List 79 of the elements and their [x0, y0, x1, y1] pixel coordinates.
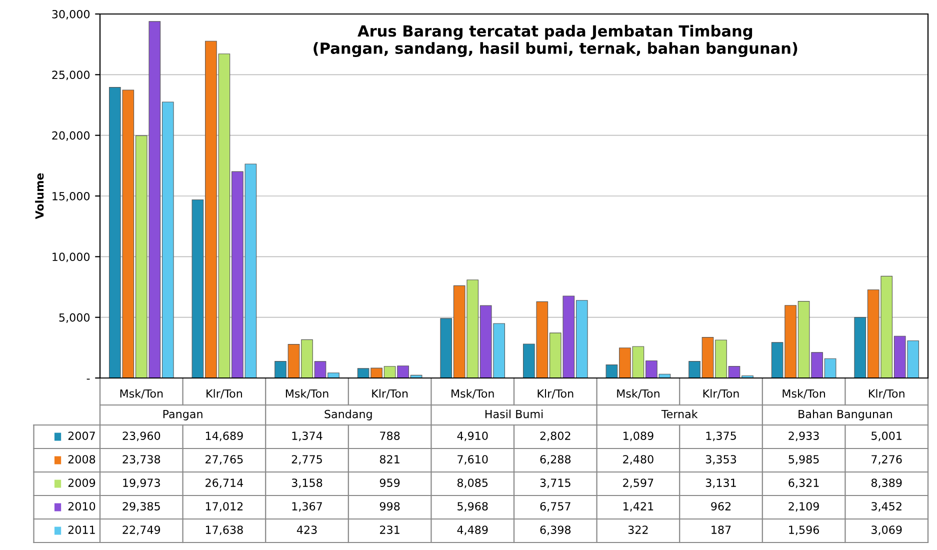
data-label: 4,489 [457, 526, 488, 536]
legend-label: 2010 [68, 502, 96, 510]
text: Hasil Bumi [485, 410, 543, 418]
y-tick-label: 15,000 [52, 192, 90, 202]
data-label: 231 [380, 526, 400, 534]
data-label: 22,749 [122, 526, 160, 536]
data-label: 3,158 [292, 478, 322, 488]
data-label: 1,421 [624, 502, 654, 512]
data-label: 5,001 [872, 432, 902, 442]
data-label: 27,765 [206, 455, 243, 465]
data-label: 962 [711, 502, 730, 510]
data-label: 17,012 [206, 502, 243, 512]
data-label: 1,596 [789, 526, 820, 536]
x-tick-label: Msk/Ton [452, 389, 494, 399]
data-label: 29,385 [122, 502, 160, 512]
data-label: 423 [296, 526, 317, 534]
text: Bahan Bangunan [798, 410, 892, 420]
text: Sandang [324, 410, 372, 420]
data-label: 19,973 [123, 478, 160, 488]
x-tick-label: Msk/Ton [617, 389, 660, 399]
data-label: 998 [380, 502, 400, 510]
data-label: 3,715 [540, 478, 570, 488]
legend-label: 2009 [68, 478, 96, 487]
data-label: 1,375 [706, 432, 736, 442]
x-tick-label: Klr/Ton [868, 389, 904, 399]
data-label: 5,985 [788, 455, 819, 465]
data-label: 6,757 [540, 502, 570, 512]
data-label: 7,276 [872, 455, 902, 465]
data-label: 5,968 [458, 502, 488, 512]
data-label: 14,689 [206, 432, 243, 442]
data-label: 2,109 [788, 502, 819, 512]
y-tick-label: 20,000 [52, 131, 90, 141]
y-tick-label: 30,000 [52, 10, 90, 20]
data-label: 821 [380, 455, 400, 464]
x-tick-label: Klr/Ton [206, 389, 242, 399]
data-label: 3,353 [706, 455, 736, 465]
y-tick-label: 10,000 [52, 252, 90, 262]
legend-label: 2007 [68, 432, 95, 440]
data-label: 8,085 [457, 478, 488, 488]
data-label: 1,367 [292, 502, 322, 512]
data-label: 7,610 [458, 455, 488, 465]
x-tick-label: Klr/Ton [372, 389, 408, 399]
data-label: 3,069 [872, 526, 902, 536]
data-label: 26,714 [206, 478, 244, 488]
x-tick-label: Msk/Ton [782, 389, 826, 399]
data-label: 788 [380, 432, 400, 440]
y-axis-title: Volume [35, 173, 44, 220]
x-tick-label: Msk/Ton [120, 389, 163, 399]
legend-label: 2011 [68, 526, 95, 534]
data-label: 1,374 [292, 432, 322, 442]
data-label: 322 [628, 526, 648, 534]
x-tick-label: Klr/Ton [538, 389, 574, 399]
data-label: 2,933 [788, 432, 819, 442]
data-label: 2,802 [540, 432, 570, 442]
data-label: 1,089 [624, 432, 654, 442]
y-tick-label: - [86, 378, 90, 380]
y-tick-label: 25,000 [52, 70, 90, 80]
data-label: 4,910 [457, 432, 488, 442]
data-label: 8,389 [871, 478, 902, 488]
text: Pangan [163, 410, 202, 420]
text: Ternak [661, 410, 698, 418]
data-label: 6,288 [540, 455, 571, 465]
legend-label: 2008 [68, 455, 96, 464]
y-tick-label: 5,000 [59, 313, 90, 323]
data-label: 6,321 [788, 478, 819, 488]
x-tick-label: Klr/Ton [703, 389, 739, 399]
data-label: 17,638 [206, 526, 243, 536]
data-label: 3,131 [706, 478, 736, 488]
data-label: 23,960 [122, 432, 160, 442]
data-label: 3,452 [872, 502, 902, 512]
data-label: 6,398 [540, 526, 571, 536]
x-tick-label: Msk/Ton [286, 389, 328, 399]
text: Arus Barang tercatat pada Jembatan Timbang (Pangan, sandang, hasil bumi, ternak, bahan bangunan) [314, 24, 798, 58]
data-label: 2,597 [623, 478, 654, 488]
data-label: 2,775 [292, 455, 322, 465]
data-label: 23,738 [122, 455, 160, 465]
data-label: 187 [712, 526, 731, 534]
data-label: 959 [380, 478, 400, 487]
data-label: 2,480 [623, 455, 654, 465]
